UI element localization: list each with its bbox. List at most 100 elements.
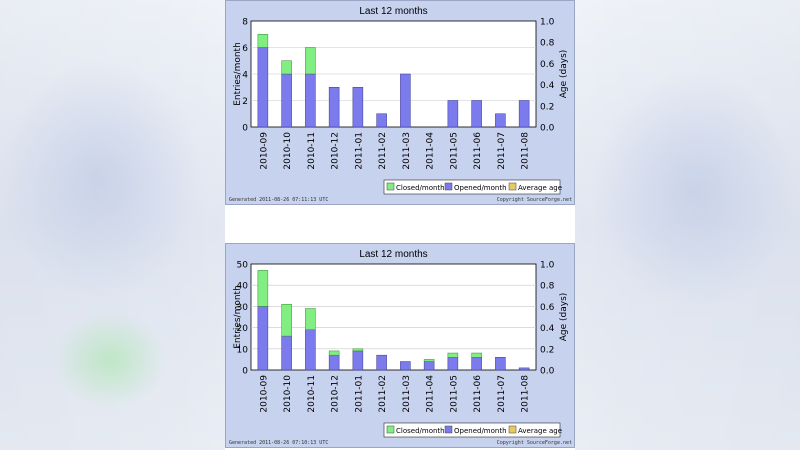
- x-tick-label: 2010-10: [283, 375, 293, 413]
- bar-opened: [305, 73, 316, 128]
- bar-opened: [518, 367, 530, 371]
- legend-label: Opened/month: [454, 427, 507, 435]
- x-tick-label: 2011-06: [473, 375, 483, 413]
- bar-opened: [495, 357, 506, 371]
- x-tick-label: 2011-03: [402, 375, 412, 413]
- y2-tick-label: 0.6: [540, 303, 555, 313]
- x-tick-label: 2011-04: [426, 132, 436, 170]
- y-tick-label: 2: [242, 97, 248, 107]
- bar-closed: [281, 60, 292, 75]
- y2-tick-label: 0.4: [540, 324, 555, 334]
- chart-svg-bottom: Last 12 months 0 10 20 30 40 50 0.0 0.2 0.4 0.6 0.8…: [229, 249, 572, 446]
- bar-closed: [423, 359, 435, 362]
- y-tick-label: 0: [242, 124, 248, 134]
- bar-opened: [376, 354, 387, 371]
- y2-tick-label: 0.8: [540, 282, 555, 292]
- x-tick-label: 2010-10: [283, 132, 293, 170]
- y-tick-label: 8: [242, 18, 248, 28]
- bar-opened: [423, 361, 435, 371]
- legend-label: Average age: [518, 184, 562, 192]
- x-tick-label: 2010-09: [259, 132, 269, 170]
- x-tick-label: 2011-05: [449, 375, 459, 413]
- x-tick-label: 2011-07: [497, 375, 507, 413]
- x-tick-label: 2011-02: [378, 375, 388, 413]
- bar-closed: [257, 270, 269, 307]
- y2-axis-label: Age (days): [559, 293, 569, 342]
- y2-tick-label: 1.0: [540, 261, 555, 271]
- legend-swatch: [444, 182, 453, 191]
- y-tick-label: 40: [237, 282, 249, 292]
- bar-closed: [281, 304, 292, 337]
- blurred-background-left: [0, 0, 225, 450]
- bar-opened: [257, 47, 269, 128]
- bar-opened: [352, 350, 364, 371]
- y-axis-label: Entries/month: [233, 285, 243, 349]
- bar-opened: [447, 100, 459, 128]
- x-tick-label: 2010-11: [307, 132, 317, 170]
- bar-opened: [281, 335, 292, 371]
- bar-opened: [352, 87, 364, 128]
- blurred-background-right: [575, 0, 800, 450]
- bar-opened: [257, 306, 269, 371]
- footer-generated: Generated 2011-08-26 07:10:13 UTC: [229, 440, 328, 446]
- x-tick-label: 2011-02: [378, 132, 388, 170]
- y-axis-label: Entries/month: [233, 42, 243, 106]
- x-tick-label: 2010-11: [307, 375, 317, 413]
- chart-panel-bottom: Last 12 months 0 10 20 30 40 50 0.0 0.2 0.4 0.6 0.8…: [225, 243, 575, 448]
- y2-tick-label: 0.2: [540, 102, 554, 112]
- bar-opened: [400, 73, 411, 128]
- chart-panel-top: Last 12 months 0 2 4 6 8 0.0 0.2 0.4 0.6 0.8 1.0 Ent…: [225, 0, 575, 205]
- y-tick-label: 6: [242, 44, 248, 54]
- bar-opened: [328, 87, 340, 128]
- x-tick-label: 2011-01: [354, 132, 364, 170]
- bar-opened: [376, 113, 387, 128]
- bar-opened: [518, 100, 530, 128]
- y-tick-label: 30: [237, 303, 249, 313]
- bar-opened: [471, 100, 482, 128]
- bar-opened: [471, 357, 482, 371]
- legend-swatch: [508, 182, 517, 191]
- footer-generated: Generated 2011-08-26 07:11:13 UTC: [229, 197, 328, 203]
- y-tick-label: 20: [237, 324, 249, 334]
- bar-opened: [328, 354, 340, 371]
- x-tick-label: 2010-12: [331, 375, 341, 413]
- bar-opened: [281, 73, 292, 128]
- bar-opened: [305, 329, 316, 371]
- y2-tick-label: 0.0: [540, 124, 555, 134]
- x-tick-label: 2011-05: [449, 132, 459, 170]
- bar-closed: [257, 34, 269, 48]
- y2-tick-label: 1.0: [540, 18, 555, 28]
- legend-swatch: [386, 425, 395, 434]
- y-tick-label: 50: [237, 261, 249, 271]
- x-tick-label: 2010-12: [331, 132, 341, 170]
- chart-title: Last 12 months: [359, 249, 427, 260]
- chart-title: Last 12 months: [359, 6, 427, 17]
- y2-tick-label: 0.0: [540, 367, 555, 377]
- bar-opened: [447, 357, 459, 371]
- chart-svg-top: Last 12 months 0 2 4 6 8 0.0 0.2 0.4 0.6 0.8 1.0 Ent…: [229, 6, 572, 203]
- bar-closed: [471, 352, 482, 358]
- y-tick-label: 4: [242, 71, 248, 81]
- bar-opened: [400, 361, 411, 371]
- plot-area: [250, 263, 537, 371]
- legend-label: Closed/month: [396, 427, 445, 435]
- bar-closed: [328, 350, 340, 356]
- legend-swatch: [386, 182, 395, 191]
- bar-opened: [495, 113, 506, 128]
- x-tick-label: 2011-08: [521, 132, 531, 170]
- legend-swatch: [508, 425, 517, 434]
- bar-closed: [305, 308, 316, 330]
- x-tick-label: 2011-08: [521, 375, 531, 413]
- bar-closed: [447, 352, 459, 358]
- x-tick-label: 2010-09: [259, 375, 269, 413]
- legend-label: Average age: [518, 427, 562, 435]
- y2-tick-label: 0.6: [540, 60, 555, 70]
- y2-axis-label: Age (days): [559, 50, 569, 99]
- bar-closed: [305, 47, 316, 75]
- y2-tick-label: 0.4: [540, 81, 555, 91]
- x-tick-label: 2011-04: [426, 375, 436, 413]
- y-tick-label: 10: [237, 345, 249, 355]
- x-tick-label: 2011-07: [497, 132, 507, 170]
- footer-copyright: Copyright SourceForge.net: [497, 197, 572, 203]
- x-tick-label: 2011-03: [402, 132, 412, 170]
